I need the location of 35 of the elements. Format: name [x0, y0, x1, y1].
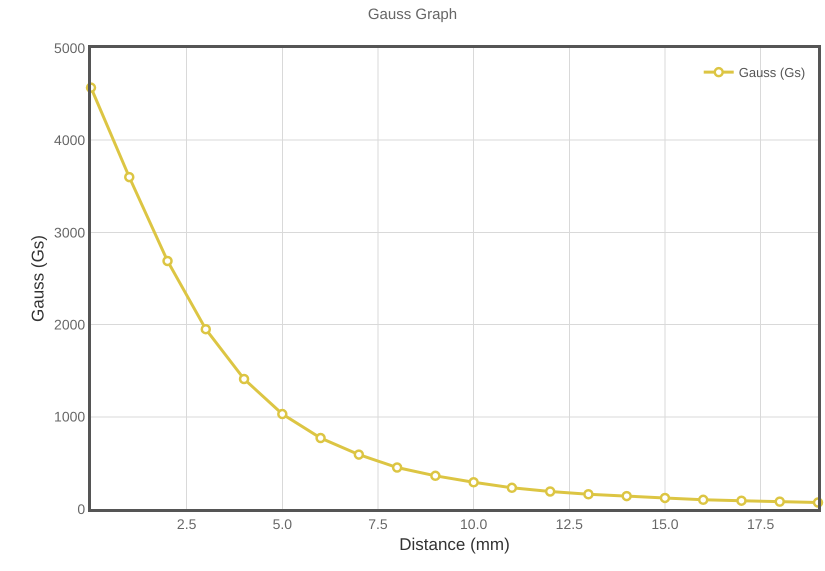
point — [238, 374, 250, 384]
point — [660, 492, 670, 504]
y-tick-label: 0 — [77, 500, 86, 517]
chart-title: Gauss Graph — [368, 6, 458, 24]
point — [544, 486, 556, 497]
point — [774, 496, 785, 507]
y-tick-label: 2000 — [54, 316, 86, 332]
y-tick-label: 1000 — [54, 408, 86, 425]
y-tick-label: 4000 — [54, 132, 86, 148]
x-tick-label: 2.5 — [176, 516, 197, 532]
point — [736, 495, 747, 506]
y-tick-label: 5000 — [54, 40, 86, 56]
point — [124, 172, 135, 182]
point — [583, 489, 594, 500]
point — [354, 449, 364, 460]
point — [392, 462, 402, 473]
point — [277, 408, 288, 420]
x-tick-label: 7.5 — [368, 516, 388, 532]
point — [315, 432, 326, 444]
x-tick-label: 5.0 — [272, 516, 292, 532]
x-tick-label: 12.5 — [556, 516, 584, 532]
point — [162, 256, 173, 266]
point — [698, 494, 708, 506]
point — [621, 490, 632, 502]
x-tick-label: 10.0 — [460, 516, 488, 532]
point — [468, 477, 479, 488]
y-tick-label: 3000 — [54, 224, 86, 240]
legend-label: Gauss (Gs) — [738, 65, 806, 80]
point — [200, 324, 212, 334]
y-axis-title: Gauss (Gs) — [28, 235, 48, 322]
x-tick-label: 17.5 — [746, 516, 774, 532]
x-axis-title: Distance (mm) — [399, 535, 510, 554]
point — [506, 482, 518, 494]
x-tick-label: 15.0 — [651, 516, 679, 532]
point — [430, 470, 441, 482]
